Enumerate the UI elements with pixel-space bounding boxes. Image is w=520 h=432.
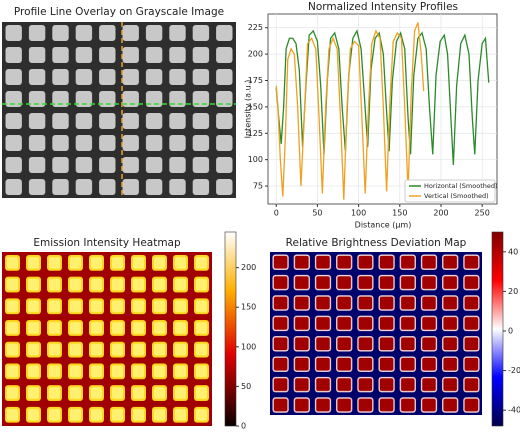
x-tick-label: 0 <box>274 209 279 218</box>
legend-label: Vertical (Smoothed) <box>424 192 489 200</box>
y-tick-label: 100 <box>248 155 263 164</box>
y-tick-label: 75 <box>253 182 263 191</box>
panel-title: Emission Intensity Heatmap <box>33 237 181 249</box>
y-tick-label: 125 <box>248 129 263 138</box>
colorbar-tick-label: 0 <box>241 422 246 431</box>
heatmap-image <box>2 252 212 426</box>
colorbar-tick-label: 40 <box>508 247 518 256</box>
colorbar-tick-label: 150 <box>241 303 256 312</box>
panel-title: Profile Line Overlay on Grayscale Image <box>14 6 224 18</box>
legend-label: Horizontal (Smoothed) <box>424 182 498 190</box>
colorbar <box>491 231 504 427</box>
x-tick-label: 50 <box>312 209 322 218</box>
y-tick-label: 150 <box>248 102 263 111</box>
colorbar-tick-label: -20 <box>508 366 520 375</box>
x-tick-label: 100 <box>351 209 366 218</box>
plot-area <box>267 13 498 205</box>
colorbar-tick-label: 200 <box>241 263 256 272</box>
x-axis-label: Distance (μm) <box>355 221 412 230</box>
colorbar-tick-label: -40 <box>508 406 520 415</box>
x-tick-label: 200 <box>433 209 448 218</box>
y-tick-label: 200 <box>248 50 263 59</box>
profile-line <box>275 22 425 200</box>
x-tick-label: 150 <box>392 209 407 218</box>
colorbar <box>224 231 237 427</box>
colorbar-tick-label: 100 <box>241 342 256 351</box>
y-axis-label: Intensity (a.u.) <box>244 80 253 139</box>
y-tick-label: 175 <box>248 76 263 85</box>
panel-title: Relative Brightness Deviation Map <box>286 237 467 249</box>
x-tick-label: 250 <box>475 209 490 218</box>
grayscale-image <box>2 22 236 198</box>
colorbar-tick-label: 50 <box>241 382 251 391</box>
panel-title: Normalized Intensity Profiles <box>308 1 458 13</box>
colorbar-tick-label: 0 <box>508 326 513 335</box>
deviation-image <box>270 252 482 415</box>
y-tick-label: 225 <box>248 23 263 32</box>
legend <box>404 179 496 203</box>
colorbar-tick-label: 20 <box>508 287 518 296</box>
